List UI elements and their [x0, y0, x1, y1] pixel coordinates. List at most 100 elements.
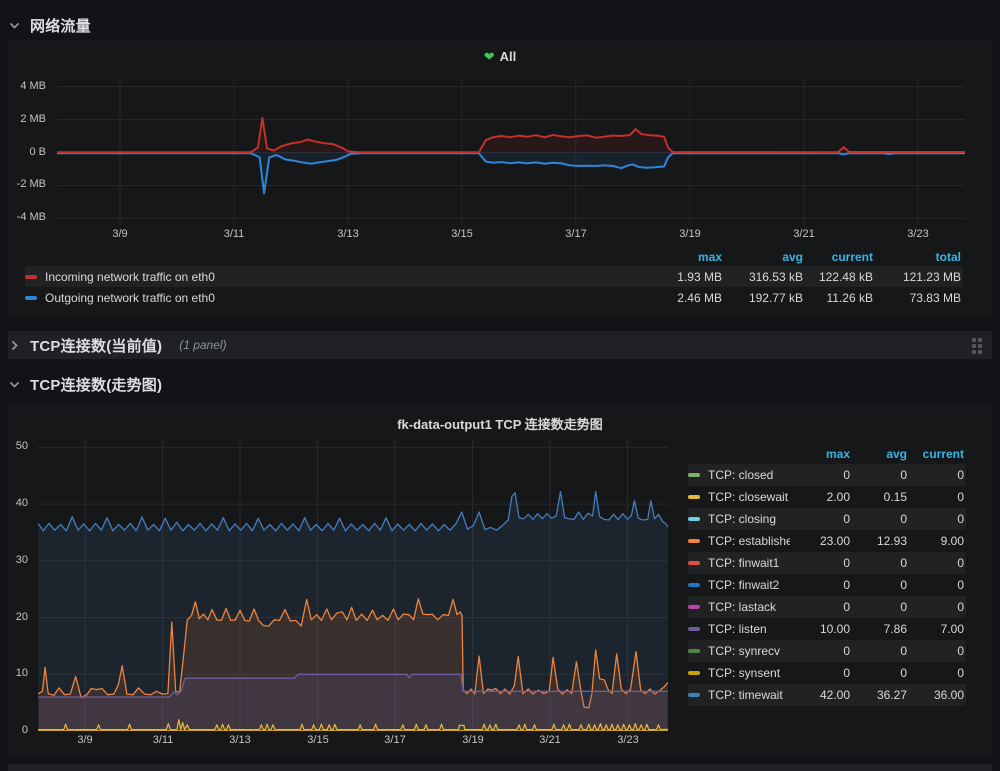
series-name: TCP: finwait2 [708, 578, 779, 592]
row-title: TCP连接数(当前值) [30, 335, 162, 356]
y-axis: 4 MB2 MB0 B-2 MB-4 MB [8, 80, 52, 225]
legend-value: 10.00 [790, 622, 852, 636]
legend-series-label[interactable]: TCP: closing [688, 512, 790, 526]
x-axis: 3/93/113/133/153/173/193/213/23 [57, 225, 965, 241]
y-tick-label: 30 [16, 554, 28, 566]
legend-row: TCP: synrecv000 [688, 640, 966, 662]
legend-series-label[interactable]: TCP: synsent [688, 666, 790, 680]
legend-header-row: maxavgcurrent [688, 444, 966, 464]
x-tick-label: 3/23 [603, 734, 653, 746]
y-tick-label: 20 [16, 611, 28, 623]
panel-title-tcp-trend[interactable]: fk-data-output1 TCP 连接数走势图 [8, 414, 992, 433]
legend-value: 0 [790, 666, 852, 680]
legend-value: 0 [909, 468, 966, 482]
legend-table-network: maxavgcurrenttotal Incoming network traff… [25, 248, 963, 308]
x-tick-label: 3/21 [525, 734, 575, 746]
row-panel-count: (1 panel) [179, 338, 226, 352]
panel-title-text: All [500, 49, 517, 64]
series-name: TCP: closed [708, 468, 773, 482]
y-tick-label: -2 MB [17, 178, 46, 190]
legend-value: 0 [852, 666, 909, 680]
panel-title-all[interactable]: ❤All [8, 49, 992, 65]
series-marker-icon[interactable] [688, 583, 700, 587]
series-name: TCP: closing [708, 512, 776, 526]
legend-row: TCP: finwait2000 [688, 574, 966, 596]
legend-value: 121.23 MB [875, 270, 963, 284]
legend-series-label[interactable]: TCP: established [688, 534, 790, 548]
series-name: TCP: synsent [708, 666, 780, 680]
legend-value: 7.86 [852, 622, 909, 636]
legend-value: 0 [909, 490, 966, 504]
chevron-down-icon [8, 378, 21, 391]
x-tick-label: 3/15 [437, 228, 487, 240]
series-marker-icon[interactable] [688, 495, 700, 499]
legend-series-label[interactable]: TCP: finwait1 [688, 556, 790, 570]
series-name: Outgoing network traffic on eth0 [45, 291, 215, 305]
series-marker-icon[interactable] [688, 473, 700, 477]
network-traffic-plot[interactable] [57, 80, 965, 225]
series-name: TCP: finwait1 [708, 556, 779, 570]
legend-row: TCP: closing000 [688, 508, 966, 530]
row-header-tcp-current[interactable]: TCP连接数(当前值) (1 panel) [8, 331, 992, 359]
legend-series-label[interactable]: Incoming network traffic on eth0 [25, 270, 629, 284]
legend-value: 0 [852, 556, 909, 570]
legend-row: Incoming network traffic on eth01.93 MB3… [25, 266, 963, 287]
legend-column-header[interactable]: avg [724, 250, 805, 264]
legend-row: TCP: lastack000 [688, 596, 966, 618]
legend-series-label[interactable]: TCP: timewait [688, 688, 790, 702]
legend-series-label[interactable]: Outgoing network traffic on eth0 [25, 291, 629, 305]
series-marker-icon[interactable] [688, 627, 700, 631]
legend-column-header[interactable]: current [909, 447, 966, 461]
legend-value: 0.15 [852, 490, 909, 504]
panel-network-traffic: ❤All 4 MB2 MB0 B-2 MB-4 MB 3/93/113/133/… [8, 40, 992, 318]
series-name: TCP: listen [708, 622, 767, 636]
y-tick-label: 0 B [29, 146, 46, 158]
legend-column-header[interactable]: max [629, 250, 724, 264]
series-name: TCP: closewait [708, 490, 788, 504]
row-header-tcp-trend[interactable]: TCP连接数(走势图) [8, 371, 992, 397]
legend-series-label[interactable]: TCP: synrecv [688, 644, 790, 658]
grafana-dashboard: 网络流量 ❤All 4 MB2 MB0 B-2 MB-4 MB 3/93/113… [0, 0, 1000, 771]
legend-column-header[interactable]: max [790, 447, 852, 461]
next-row-edge [8, 764, 992, 771]
legend-value: 0 [852, 512, 909, 526]
legend-series-label[interactable]: TCP: lastack [688, 600, 790, 614]
legend-column-header[interactable]: total [875, 250, 963, 264]
legend-value: 0 [852, 468, 909, 482]
row-header-network-traffic[interactable]: 网络流量 [8, 12, 992, 38]
legend-column-header[interactable]: current [805, 250, 875, 264]
legend-series-label[interactable]: TCP: closed [688, 468, 790, 482]
legend-value: 0 [909, 556, 966, 570]
legend-series-label[interactable]: TCP: listen [688, 622, 790, 636]
series-name: TCP: timewait [708, 688, 783, 702]
legend-value: 1.93 MB [629, 270, 724, 284]
row-title: TCP连接数(走势图) [30, 374, 162, 395]
legend-row: TCP: finwait1000 [688, 552, 966, 574]
series-marker-icon[interactable] [688, 539, 700, 543]
series-marker-icon[interactable] [688, 517, 700, 521]
series-marker-icon[interactable] [25, 275, 37, 279]
series-marker-icon[interactable] [688, 671, 700, 675]
x-tick-label: 3/15 [293, 734, 343, 746]
legend-value: 192.77 kB [724, 291, 805, 305]
legend-value: 0 [852, 578, 909, 592]
series-marker-icon[interactable] [688, 561, 700, 565]
legend-series-label[interactable]: TCP: finwait2 [688, 578, 790, 592]
legend-column-header[interactable]: avg [852, 447, 909, 461]
series-area [57, 118, 965, 153]
x-tick-label: 3/17 [370, 734, 420, 746]
series-marker-icon[interactable] [688, 649, 700, 653]
x-tick-label: 3/13 [323, 228, 373, 240]
legend-value: 36.00 [909, 688, 966, 702]
legend-series-label[interactable]: TCP: closewait [688, 490, 790, 504]
x-tick-label: 3/23 [893, 228, 943, 240]
series-marker-icon[interactable] [25, 296, 37, 300]
y-tick-label: -4 MB [17, 211, 46, 223]
legend-row: TCP: established23.0012.939.00 [688, 530, 966, 552]
x-tick-label: 3/9 [60, 734, 110, 746]
series-marker-icon[interactable] [688, 693, 700, 697]
drag-handle-icon[interactable] [972, 338, 982, 354]
series-marker-icon[interactable] [688, 605, 700, 609]
legend-table-tcp: maxavgcurrentTCP: closed000TCP: closewai… [688, 444, 966, 706]
tcp-trend-plot[interactable] [38, 440, 668, 731]
